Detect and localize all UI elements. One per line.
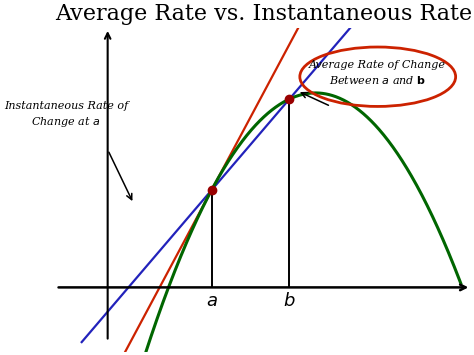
Text: $b$: $b$	[283, 292, 296, 310]
Text: Average Rate of Change
Between $a$ and $\mathbf{b}$: Average Rate of Change Between $a$ and $…	[309, 60, 446, 86]
Text: $a$: $a$	[206, 292, 218, 310]
Title: Average Rate vs. Instantaneous Rate: Average Rate vs. Instantaneous Rate	[55, 3, 472, 25]
Text: Instantaneous Rate of
Change at $a$: Instantaneous Rate of Change at $a$	[4, 100, 128, 129]
